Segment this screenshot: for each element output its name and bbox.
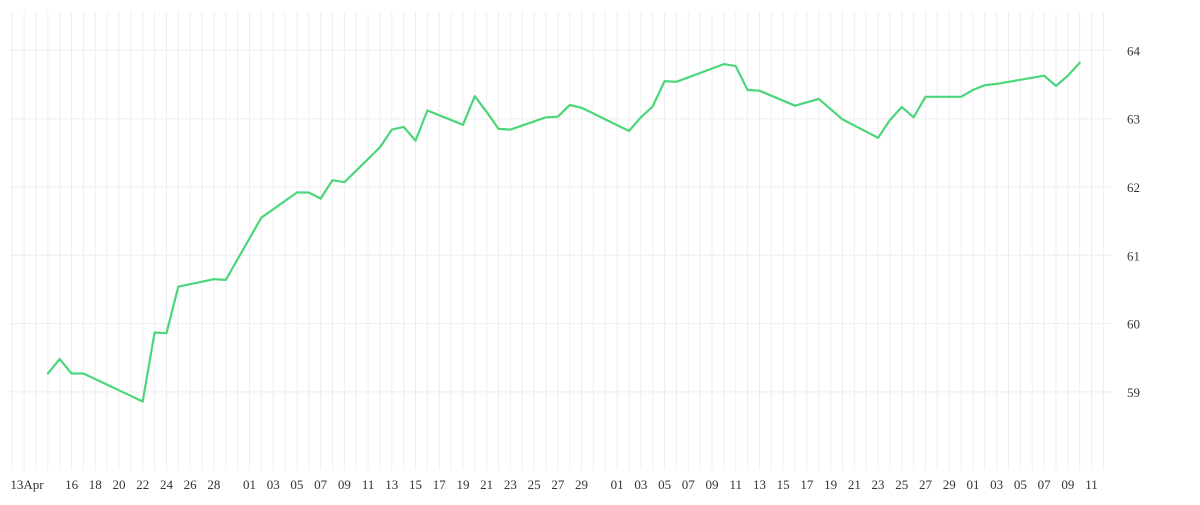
series-line	[46, 61, 1081, 403]
x-tick-label: 15	[777, 477, 790, 492]
x-tick-label: 21	[480, 477, 493, 492]
x-tick-label: 19	[456, 477, 469, 492]
x-tick-label: 01	[243, 477, 256, 492]
x-tick-label: 05	[1014, 477, 1027, 492]
x-tick-label: 25	[528, 477, 541, 492]
x-tick-label: 19	[824, 477, 837, 492]
x-tick-label: 13	[385, 477, 398, 492]
x-tick-label: 05	[658, 477, 671, 492]
x-tick-label: 01	[966, 477, 979, 492]
x-tick-label: 09	[706, 477, 719, 492]
x-tick-label: 11	[729, 477, 742, 492]
x-tick-label: 03	[990, 477, 1003, 492]
x-tick-label: 20	[113, 477, 126, 492]
y-tick-label: 59	[1127, 385, 1140, 400]
y-tick-label: 61	[1127, 248, 1140, 263]
x-tick-label: 15	[409, 477, 422, 492]
x-tick-label: 26	[184, 477, 198, 492]
x-tick-label: 07	[1038, 477, 1052, 492]
x-tick-label: 29	[943, 477, 956, 492]
x-tick-label: 22	[136, 477, 149, 492]
y-tick-label: 63	[1127, 112, 1140, 127]
x-tick-label: 07	[314, 477, 328, 492]
x-tick-label: 03	[634, 477, 647, 492]
x-tick-label: 07	[682, 477, 696, 492]
x-tick-label: 03	[267, 477, 280, 492]
grid	[10, 12, 1112, 470]
x-tick-label: 09	[338, 477, 351, 492]
x-tick-label: 17	[800, 477, 814, 492]
x-tick-label: 13	[753, 477, 766, 492]
x-tick-label: 05	[290, 477, 303, 492]
x-tick-label: 27	[919, 477, 933, 492]
x-tick-label: 23	[872, 477, 885, 492]
y-axis: 59 60 61 62 63 64	[1127, 43, 1141, 400]
x-tick-label: 24	[160, 477, 174, 492]
y-tick-label: 64	[1127, 43, 1141, 58]
x-axis: 13Apr 16 18 20 22 24 26 28 01 03 05 07 09 11 13 15 17 19 2…	[10, 477, 1097, 492]
x-tick-label: 09	[1061, 477, 1074, 492]
y-tick-label: 62	[1127, 180, 1140, 195]
x-tick-label: 16	[65, 477, 79, 492]
x-tick-label: 01	[611, 477, 624, 492]
series-line-group	[46, 61, 1081, 403]
x-tick-label: 13Apr	[10, 477, 44, 492]
x-tick-label: 28	[207, 477, 220, 492]
x-tick-label: 11	[1085, 477, 1098, 492]
x-tick-label: 27	[551, 477, 565, 492]
x-tick-label: 23	[504, 477, 517, 492]
x-tick-label: 11	[362, 477, 375, 492]
x-tick-label: 17	[433, 477, 447, 492]
x-tick-label: 21	[848, 477, 861, 492]
y-tick-label: 60	[1127, 317, 1140, 332]
x-tick-label: 29	[575, 477, 588, 492]
x-tick-label: 18	[89, 477, 102, 492]
x-tick-label: 25	[895, 477, 908, 492]
